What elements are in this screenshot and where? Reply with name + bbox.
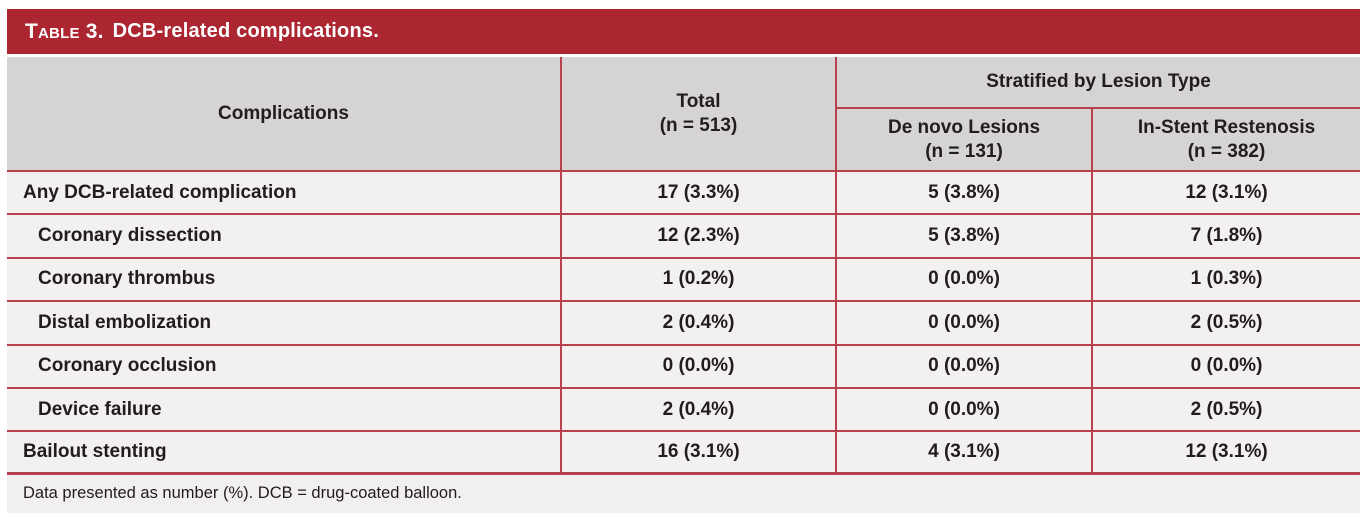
row-label: Coronary thrombus [38, 268, 216, 290]
row-total-value: 2 (0.4%) [560, 388, 835, 431]
row-total-value: 16 (3.1%) [560, 432, 835, 472]
row-de-novo-value: 0 (0.0%) [835, 258, 1091, 301]
table-title-bar: Table 3. DCB-related complications. [7, 9, 1360, 54]
row-label: Coronary occlusion [38, 355, 217, 377]
table-body: Any DCB-related complication 17 (3.3%) 5… [7, 170, 1360, 475]
column-header-total-line1: Total [676, 91, 721, 113]
column-group-header-stratified: Stratified by Lesion Type [835, 57, 1360, 107]
column-header-total-line2: (n = 513) [659, 114, 738, 136]
column-header-de-novo-line2: (n = 131) [925, 140, 1003, 162]
table-row: Bailout stenting 16 (3.1%) 4 (3.1%) 12 (… [7, 430, 1360, 475]
table-row: Any DCB-related complication 17 (3.3%) 5… [7, 170, 1360, 214]
row-total-value: 12 (2.3%) [560, 215, 835, 257]
row-isr-value: 2 (0.5%) [1091, 388, 1360, 431]
row-isr-value: 1 (0.3%) [1091, 258, 1360, 301]
table-footnote: Data presented as number (%). DCB = drug… [7, 474, 1360, 513]
column-header-complications: Complications [218, 102, 349, 124]
row-isr-value: 12 (3.1%) [1091, 172, 1360, 214]
row-de-novo-value: 0 (0.0%) [835, 388, 1091, 431]
row-label: Coronary dissection [38, 225, 222, 247]
column-header-isr: In-Stent Restenosis (n = 382) [1091, 107, 1360, 170]
column-header-de-novo: De novo Lesions (n = 131) [835, 107, 1091, 170]
complications-table: Table 3. DCB-related complications. Comp… [7, 9, 1360, 513]
row-isr-value: 12 (3.1%) [1091, 432, 1360, 472]
column-header-isr-line2: (n = 382) [1187, 140, 1266, 162]
row-isr-value: 7 (1.8%) [1091, 215, 1360, 257]
table-row: Coronary thrombus 1 (0.2%) 0 (0.0%) 1 (0… [7, 256, 1360, 301]
row-label: Device failure [38, 398, 162, 420]
row-de-novo-value: 0 (0.0%) [835, 302, 1091, 344]
table-row: Coronary occlusion 0 (0.0%) 0 (0.0%) 0 (… [7, 343, 1360, 387]
column-header-isr-line1: In-Stent Restenosis [1137, 117, 1316, 139]
table-row: Device failure 2 (0.4%) 0 (0.0%) 2 (0.5%… [7, 386, 1360, 431]
table-row: Coronary dissection 12 (2.3%) 5 (3.8%) 7… [7, 213, 1360, 257]
table-row: Distal embolization 2 (0.4%) 0 (0.0%) 2 … [7, 300, 1360, 344]
row-total-value: 2 (0.4%) [560, 302, 835, 344]
table-header: Complications Total (n = 513) Stratified… [7, 57, 1360, 170]
row-isr-value: 0 (0.0%) [1091, 345, 1360, 387]
row-isr-value: 2 (0.5%) [1091, 302, 1360, 344]
table-title-text: DCB-related complications. [112, 20, 379, 42]
row-total-value: 0 (0.0%) [560, 345, 835, 387]
row-de-novo-value: 0 (0.0%) [835, 345, 1091, 387]
row-label: Bailout stenting [23, 441, 167, 463]
row-de-novo-value: 5 (3.8%) [835, 172, 1091, 214]
row-de-novo-value: 4 (3.1%) [835, 432, 1091, 472]
row-label: Any DCB-related complication [23, 181, 297, 203]
row-total-value: 17 (3.3%) [560, 172, 835, 214]
row-total-value: 1 (0.2%) [560, 258, 835, 301]
row-label: Distal embolization [38, 311, 212, 333]
column-header-de-novo-line1: De novo Lesions [887, 117, 1041, 139]
table-title-prefix: Table 3. [25, 19, 104, 43]
column-header-total: Total (n = 513) [560, 57, 835, 170]
row-de-novo-value: 5 (3.8%) [835, 215, 1091, 257]
